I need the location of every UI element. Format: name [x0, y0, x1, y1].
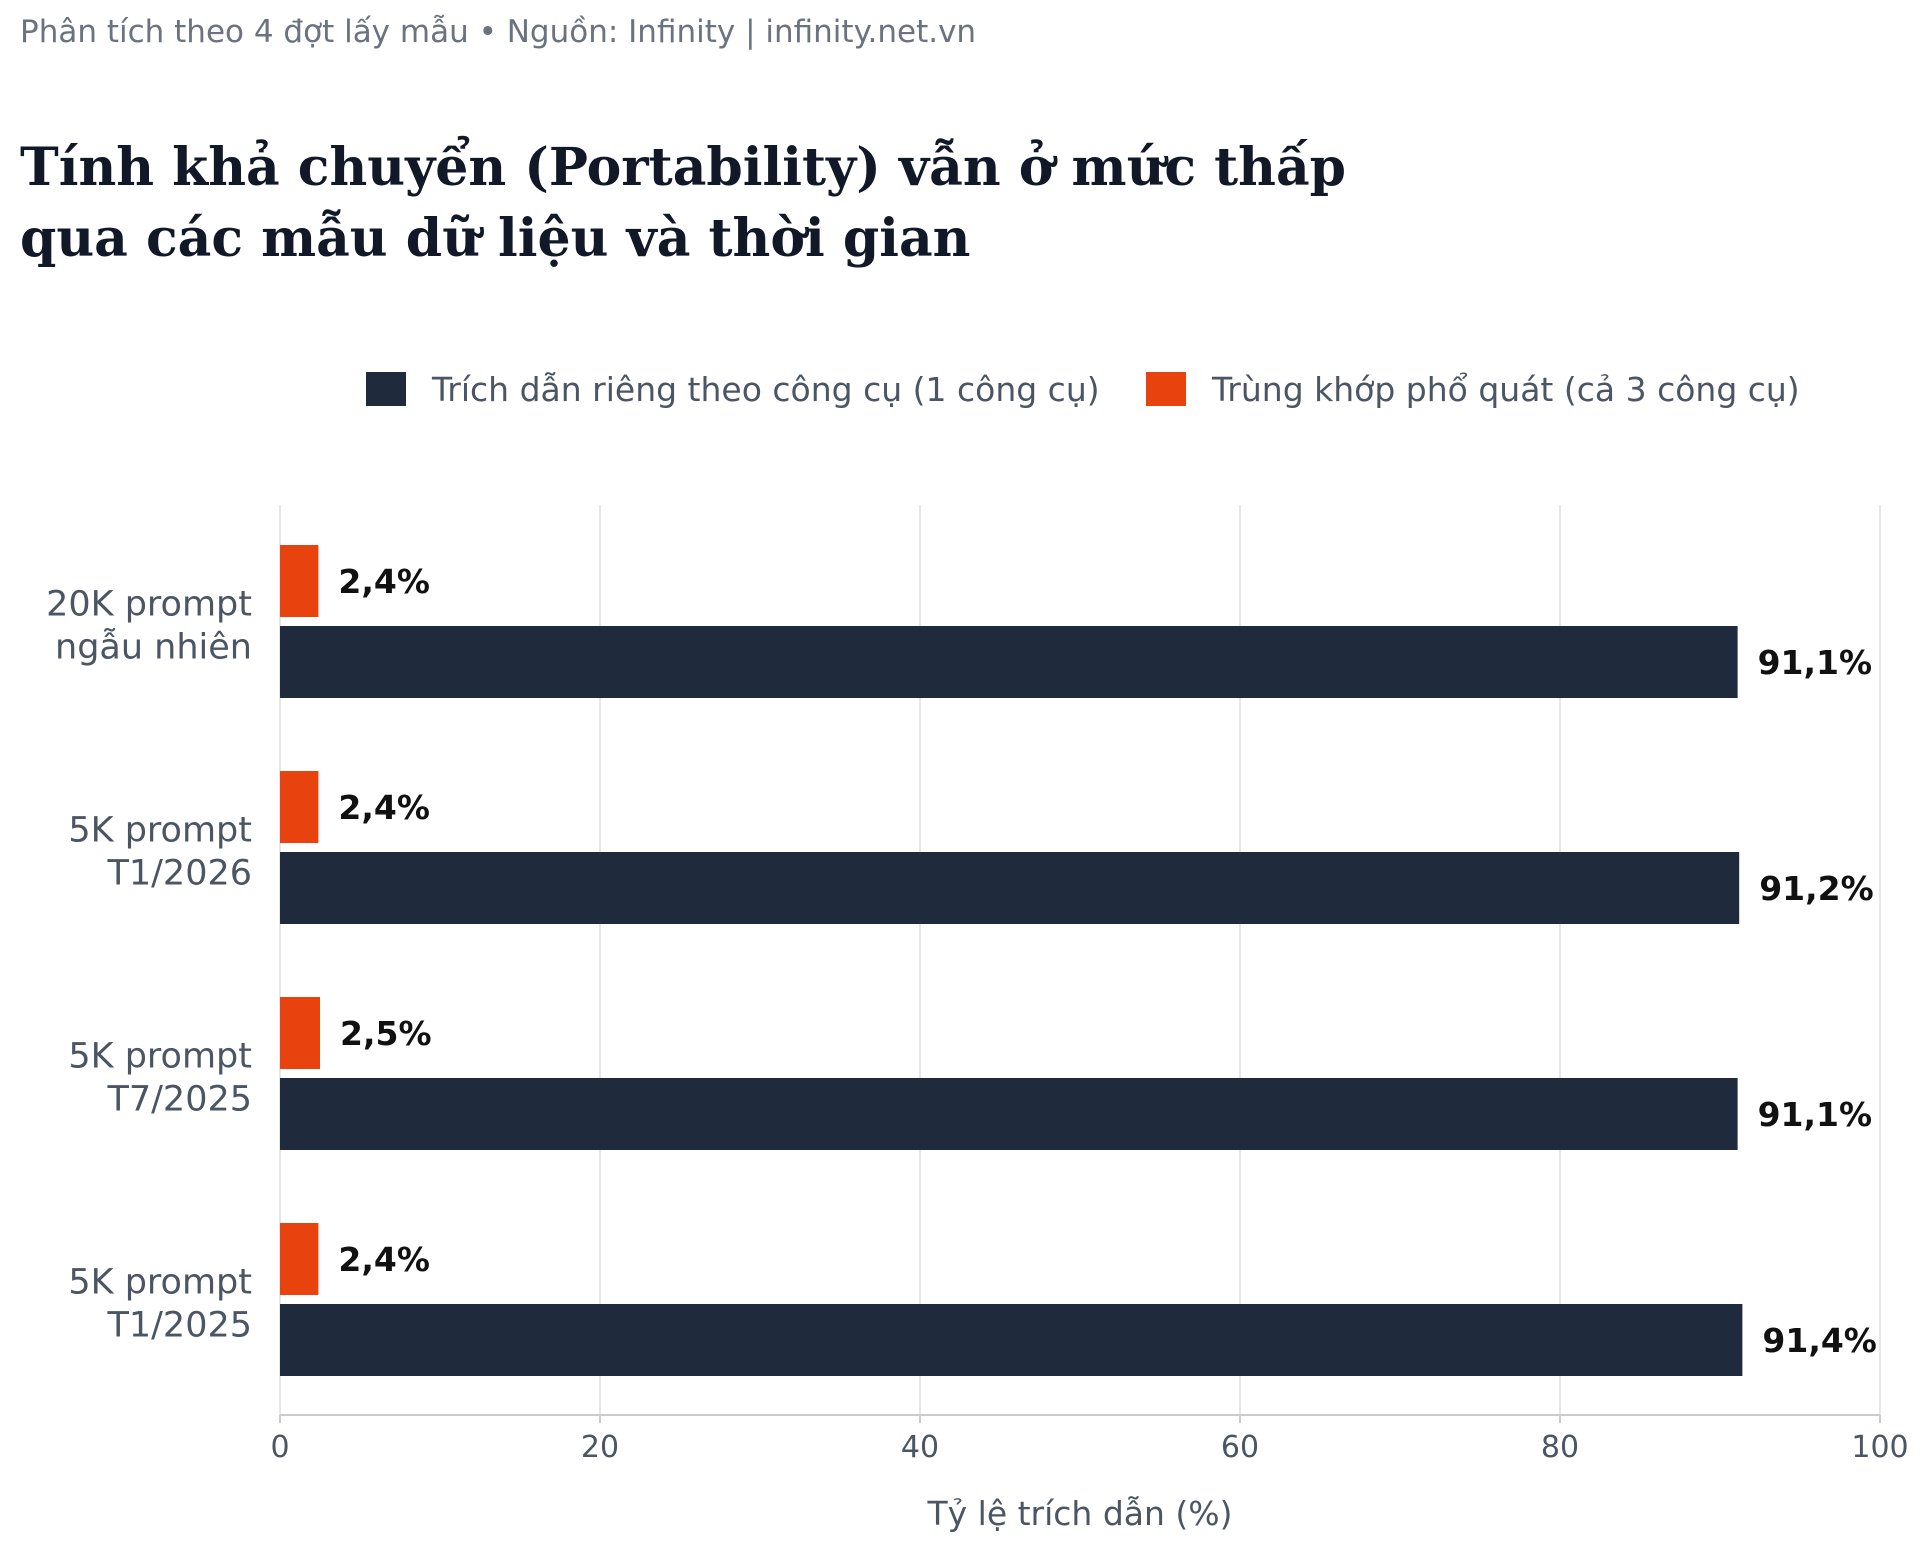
legend-label-universal-match: Trùng khớp phổ quát (cả 3 công cụ) [1211, 370, 1800, 409]
category-label-line-2: ngẫu nhiên [55, 627, 252, 668]
x-axis-title: Tỷ lệ trích dẫn (%) [926, 1494, 1232, 1533]
bar-universal-match [280, 997, 320, 1069]
bar-tool-specific [280, 1078, 1738, 1150]
data-label-universal-match: 2,4% [338, 1240, 430, 1279]
data-label-tool-specific: 91,4% [1762, 1321, 1877, 1360]
category-label-line-1: 5K prompt [68, 1263, 252, 1303]
chart-title: Tính khả chuyển (Portability) vẫn ở mức … [20, 132, 1346, 274]
bar-tool-specific [280, 626, 1738, 698]
category-label-line-1: 5K prompt [68, 1037, 252, 1077]
category-label-line-1: 20K prompt [46, 585, 252, 625]
category-label-line-2: T1/2026 [106, 854, 252, 894]
x-tick-label: 20 [581, 1430, 619, 1465]
category-label-line-2: T1/2025 [106, 1306, 252, 1346]
legend-swatch-tool-specific [366, 372, 406, 406]
data-label-tool-specific: 91,2% [1759, 869, 1874, 908]
bar-universal-match [280, 771, 319, 843]
x-tick-label: 80 [1541, 1430, 1579, 1465]
data-label-universal-match: 2,4% [338, 788, 430, 827]
bar-tool-specific [280, 1304, 1743, 1376]
category-label-line-2: T7/2025 [106, 1080, 252, 1120]
chart-subtitle: Phân tích theo 4 đợt lấy mẫu • Nguồn: In… [20, 14, 977, 50]
data-label-universal-match: 2,5% [340, 1014, 432, 1053]
x-tick-label: 0 [270, 1430, 289, 1465]
bar-tool-specific [280, 852, 1740, 924]
data-label-universal-match: 2,4% [338, 562, 430, 601]
legend-swatch-universal-match [1146, 372, 1186, 406]
legend-label-tool-specific: Trích dẫn riêng theo công cụ (1 công cụ) [431, 370, 1100, 409]
x-tick-label: 60 [1221, 1430, 1259, 1465]
data-label-tool-specific: 91,1% [1758, 1095, 1873, 1134]
category-label-line-1: 5K prompt [68, 811, 252, 851]
data-label-tool-specific: 91,1% [1758, 643, 1873, 682]
chart-title-line-2: qua các mẫu dữ liệu và thời gian [20, 208, 971, 269]
bar-universal-match [280, 545, 319, 617]
bar-universal-match [280, 1223, 319, 1295]
x-tick-label: 40 [901, 1430, 939, 1465]
chart-title-line-1: Tính khả chuyển (Portability) vẫn ở mức … [20, 137, 1347, 198]
x-tick-label: 100 [1851, 1430, 1908, 1465]
